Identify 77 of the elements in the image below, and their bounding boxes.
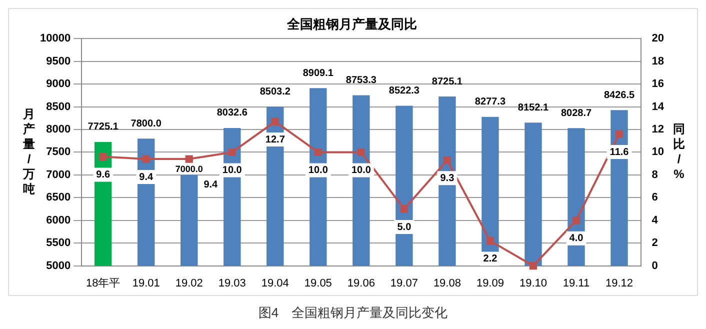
y2-tick-label: 12 [652,124,664,136]
x-tick-label: 18年平 [86,277,120,290]
point [271,118,279,126]
y-tick-label: 10000 [40,32,71,45]
x-tick-label: 19.09 [476,277,504,290]
x-tick-label: 19.07 [390,277,418,290]
y-tick-label: 7500 [46,146,71,158]
data-label: 9.4 [139,172,154,183]
data-label: 10.0 [222,164,242,176]
y-tick-label: 5000 [46,260,71,272]
x-tick-label: 19.08 [433,277,461,290]
data-label: 8152.1 [518,102,549,114]
data-label: 8503.2 [260,86,291,98]
data-label: 7000.0 [175,164,203,174]
data-label: 9.4 [204,180,218,191]
y-tick-label: 7000 [46,168,71,181]
y-tick-label: 6000 [46,214,71,226]
data-label: 10.0 [308,164,328,176]
y2-tick-label: 4 [652,214,659,226]
x-tick-label: 19.03 [218,277,246,290]
y2-tick-label: 14 [652,100,665,113]
y-axis-title: 月产量/万吨 [22,107,35,196]
y-tick-label: 8000 [46,124,71,136]
point [529,262,538,270]
y2-tick-label: 20 [652,32,664,45]
y-tick-label: 5500 [46,237,71,250]
point [314,148,322,156]
data-label: 9.6 [96,169,110,180]
data-label: 8426.5 [604,90,635,101]
point [357,148,366,156]
point [572,216,580,224]
y2-tick-label: 10 [652,146,664,158]
y2-tick-label: 2 [652,237,658,250]
data-label: 8277.3 [474,96,506,108]
data-label: 11.6 [610,146,630,158]
data-label: 8032.6 [216,108,248,119]
y2-tick-label: 16 [652,78,664,90]
x-tick-label: 19.12 [605,277,634,290]
point [228,148,236,156]
y-tick-label: 6500 [46,192,71,204]
point [99,152,107,161]
data-label: 8028.7 [560,108,592,119]
data-label: 7725.1 [88,122,119,133]
data-label: 7800.0 [130,118,162,130]
y2-tick-label: 18 [652,55,664,68]
x-tick-label: 19.10 [519,277,547,290]
point [615,130,624,138]
caption: 图4 全国粗钢月产量及同比变化 [257,304,449,322]
point [185,155,193,163]
data-label: 9.3 [440,172,455,184]
y2-axis-title: 同比/% [673,122,685,182]
point [443,156,452,164]
data-label: 8909.1 [302,68,334,79]
data-label: 8725.1 [432,76,463,88]
data-label: 2.2 [483,254,498,265]
x-tick-label: 19.04 [261,277,289,290]
data-label: 8753.3 [346,75,377,86]
y2-tick-label: 0 [652,260,658,272]
chart-title: 全国粗钢月产量及同比 [286,16,417,32]
y-tick-label: 8500 [46,100,71,113]
x-tick-label: 19.01 [132,277,160,290]
x-tick-label: 19.02 [175,277,203,290]
x-tick-label: 19.05 [304,277,332,290]
point [142,155,150,163]
data-label: 12.7 [265,134,286,146]
x-tick-label: 19.11 [562,277,590,290]
y2-tick-label: 6 [652,192,658,204]
data-label: 8522.3 [388,85,420,96]
y-tick-label: 9500 [46,55,71,68]
y-tick-label: 9000 [46,78,71,90]
data-label: 4.0 [569,233,584,244]
data-label: 10.0 [351,164,372,176]
data-label: 5.0 [397,222,412,233]
y2-tick-label: 8 [652,168,658,181]
point [486,236,494,245]
x-tick-label: 19.06 [347,277,375,290]
point [400,205,408,213]
